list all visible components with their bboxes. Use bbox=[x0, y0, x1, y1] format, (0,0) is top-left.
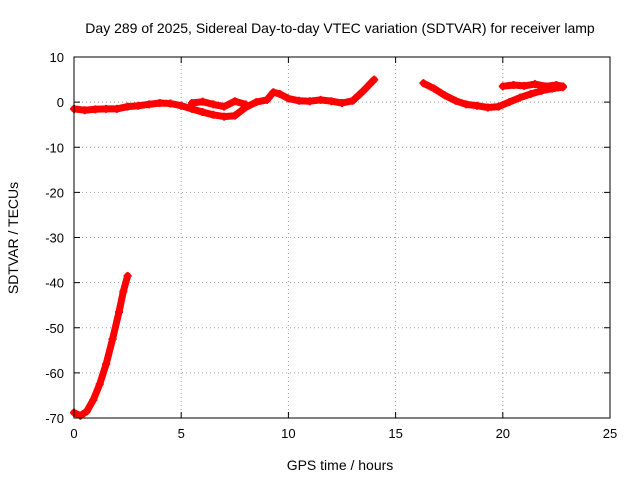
data-point bbox=[82, 407, 91, 416]
y-tick-label: 10 bbox=[50, 50, 64, 65]
data-point bbox=[209, 100, 218, 109]
data-point bbox=[95, 380, 104, 389]
grid-layer bbox=[74, 57, 610, 418]
data-point bbox=[370, 75, 379, 84]
data-point bbox=[305, 97, 314, 106]
data-point bbox=[552, 80, 561, 89]
data-point bbox=[177, 101, 186, 110]
series-line bbox=[70, 76, 378, 121]
data-point bbox=[262, 95, 271, 104]
chart-title: Day 289 of 2025, Sidereal Day-to-day VTE… bbox=[85, 20, 595, 36]
data-point bbox=[440, 91, 449, 100]
y-tick-label: -60 bbox=[45, 366, 64, 381]
data-point bbox=[220, 112, 229, 121]
data-point bbox=[115, 307, 124, 316]
data-point bbox=[419, 79, 428, 88]
data-point bbox=[451, 96, 460, 105]
data-point bbox=[269, 88, 278, 97]
data-point bbox=[359, 86, 368, 95]
data-point bbox=[430, 84, 439, 93]
data-point bbox=[275, 90, 284, 99]
data-point bbox=[145, 100, 154, 109]
y-tick-label: -10 bbox=[45, 140, 64, 155]
data-point bbox=[102, 359, 111, 368]
y-tick-label: 0 bbox=[57, 95, 64, 110]
x-tick-label: 5 bbox=[178, 426, 185, 441]
data-point bbox=[473, 101, 482, 110]
data-point bbox=[89, 395, 98, 404]
data-point bbox=[119, 287, 128, 296]
data-point bbox=[91, 105, 100, 114]
data-point bbox=[252, 98, 261, 107]
x-tick-label: 20 bbox=[496, 426, 510, 441]
data-point bbox=[530, 80, 539, 89]
x-tick-label: 25 bbox=[603, 426, 617, 441]
data-point bbox=[155, 99, 164, 108]
data-point bbox=[102, 104, 111, 113]
data-point bbox=[348, 96, 357, 105]
data-point bbox=[166, 99, 175, 108]
tick-layer: 0 5 10 15 20 25 10 0 -10 -20 -30 -40 -50 -60 -70 bbox=[45, 50, 617, 441]
x-tick-label: 0 bbox=[70, 426, 77, 441]
data-point bbox=[327, 97, 336, 106]
series-line bbox=[70, 272, 132, 420]
data-point bbox=[526, 90, 535, 99]
data-point bbox=[483, 103, 492, 112]
data-point bbox=[316, 95, 325, 104]
data-point bbox=[515, 93, 524, 102]
data-point bbox=[284, 94, 293, 103]
y-tick-label: -50 bbox=[45, 321, 64, 336]
data-point bbox=[498, 82, 507, 91]
data-point bbox=[80, 106, 89, 115]
data-point bbox=[295, 96, 304, 105]
data-point bbox=[230, 97, 239, 106]
x-tick-label: 15 bbox=[388, 426, 402, 441]
data-point bbox=[520, 81, 529, 90]
data-point bbox=[187, 99, 196, 108]
data-point bbox=[494, 102, 503, 111]
data-point bbox=[209, 110, 218, 119]
y-tick-label: -30 bbox=[45, 231, 64, 246]
data-point bbox=[509, 80, 518, 89]
y-tick-label: -20 bbox=[45, 185, 64, 200]
data-point bbox=[505, 98, 514, 107]
data-point bbox=[338, 99, 346, 108]
y-tick-label: -40 bbox=[45, 276, 64, 291]
data-point bbox=[541, 82, 550, 91]
data-point bbox=[134, 101, 143, 110]
x-axis-label: GPS time / hours bbox=[287, 457, 394, 473]
x-tick-label: 10 bbox=[281, 426, 295, 441]
data-point bbox=[241, 100, 250, 109]
data-point bbox=[220, 102, 229, 111]
y-axis-label: SDTVAR / TECUs bbox=[5, 182, 21, 294]
data-point bbox=[123, 271, 132, 280]
data-point bbox=[558, 82, 567, 91]
data-point bbox=[462, 100, 471, 109]
data-point bbox=[123, 102, 132, 111]
data-point bbox=[108, 335, 117, 344]
data-point bbox=[198, 97, 207, 106]
data-point bbox=[112, 104, 121, 113]
data-point bbox=[198, 108, 207, 117]
y-tick-label: -70 bbox=[45, 411, 64, 426]
series-layer bbox=[70, 75, 567, 420]
data-point bbox=[230, 111, 239, 120]
